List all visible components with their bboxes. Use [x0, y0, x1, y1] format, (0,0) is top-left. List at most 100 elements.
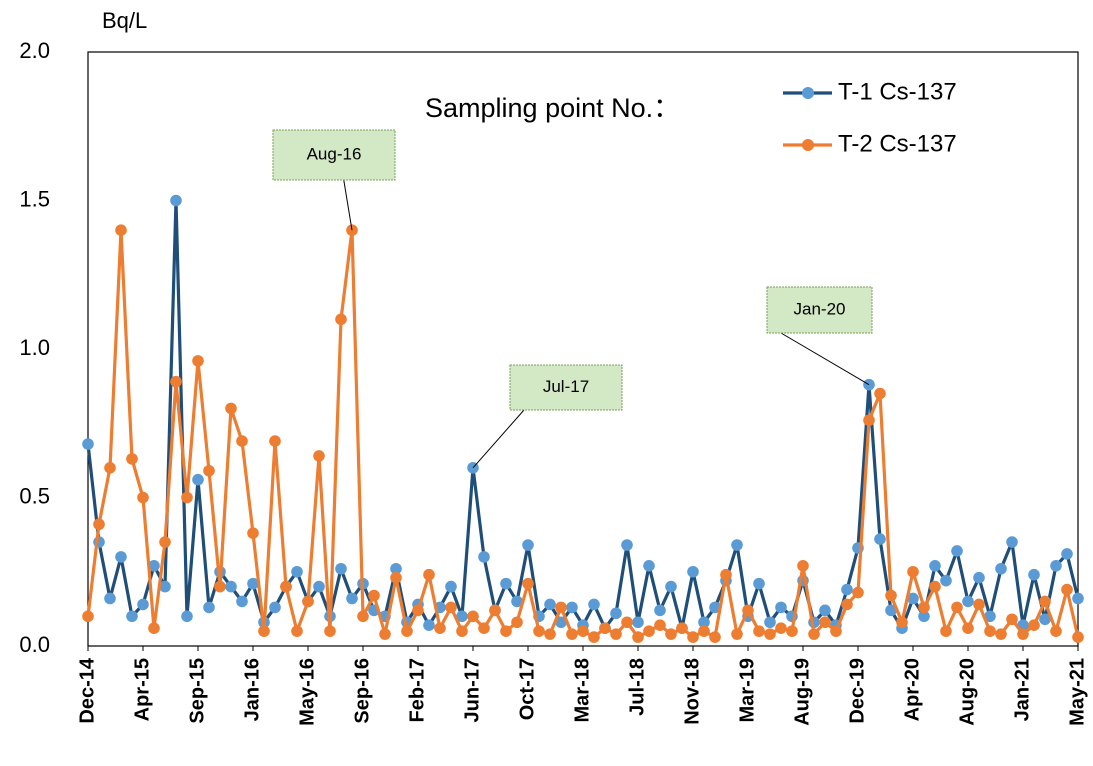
data-point: [918, 610, 930, 623]
y-axis-label: Bq/L: [102, 8, 147, 33]
data-point: [555, 616, 567, 629]
legend-marker: [802, 139, 814, 151]
data-point: [797, 560, 809, 572]
data-point: [203, 464, 215, 477]
data-point: [225, 580, 237, 593]
data-point: [291, 625, 303, 637]
x-tick-label: Aug-19: [791, 658, 813, 726]
callout-leader: [472, 409, 525, 469]
data-point: [709, 631, 721, 643]
data-point: [698, 625, 710, 637]
data-point: [643, 560, 655, 572]
data-point: [115, 224, 127, 236]
data-point: [940, 625, 952, 637]
data-point: [445, 601, 457, 614]
x-tick-label: Dec-19: [846, 658, 868, 724]
data-point: [874, 533, 886, 545]
data-point: [335, 562, 347, 575]
data-point: [511, 616, 523, 629]
callout: Jan-20: [766, 286, 873, 386]
data-point: [1039, 613, 1051, 626]
data-point: [522, 539, 534, 551]
callout-leader: [780, 332, 870, 386]
data-point: [984, 610, 996, 623]
data-point: [533, 625, 545, 637]
data-point: [478, 551, 490, 563]
data-point: [390, 571, 402, 584]
data-point: [379, 628, 391, 640]
data-point: [456, 610, 468, 623]
data-point: [753, 625, 765, 637]
x-tick-label: Aug-20: [956, 658, 978, 726]
legend-marker: [802, 87, 814, 99]
data-point: [918, 601, 930, 614]
data-point: [1072, 592, 1084, 605]
data-point: [775, 622, 787, 634]
data-point: [907, 565, 919, 578]
data-point: [621, 539, 633, 551]
data-point: [82, 438, 94, 450]
data-point: [423, 568, 435, 581]
data-point: [841, 598, 853, 611]
callout: Aug-16: [272, 129, 396, 231]
data-point: [929, 580, 941, 593]
data-point: [720, 568, 732, 581]
data-point: [764, 616, 776, 629]
data-point: [104, 462, 116, 474]
data-point: [907, 592, 919, 605]
callout-box: [509, 364, 623, 411]
data-point: [687, 631, 699, 643]
data-point: [522, 577, 534, 590]
data-point: [401, 625, 413, 637]
data-point: [126, 453, 138, 465]
data-point: [1028, 619, 1040, 632]
data-point: [170, 194, 182, 207]
data-point: [698, 616, 710, 629]
data-point: [555, 601, 567, 614]
data-point: [511, 595, 523, 608]
data-point: [687, 565, 699, 578]
legend-title: Sampling point No.：: [425, 93, 680, 123]
y-tick-label: 0.5: [19, 483, 50, 508]
data-point: [654, 604, 666, 617]
data-point: [819, 616, 831, 629]
callout-text: Jul-17: [543, 377, 589, 396]
data-point: [93, 518, 105, 531]
data-point: [225, 402, 237, 415]
data-point: [852, 586, 864, 599]
data-point: [181, 610, 193, 623]
data-point: [368, 589, 380, 602]
data-point: [709, 601, 721, 614]
data-point: [819, 604, 831, 617]
x-tick-label: Jan-16: [241, 658, 263, 721]
data-point: [841, 583, 853, 596]
data-point: [82, 610, 94, 623]
data-point: [588, 631, 600, 643]
x-tick-label: Apr-15: [131, 658, 153, 721]
data-point: [203, 601, 215, 614]
data-point: [544, 628, 556, 640]
data-point: [995, 628, 1007, 640]
data-point: [214, 580, 226, 593]
data-point: [632, 631, 644, 643]
x-tick-label: Jun-17: [461, 658, 483, 722]
data-point: [104, 592, 116, 605]
data-point: [577, 625, 589, 637]
data-point: [170, 375, 182, 388]
data-point: [313, 580, 325, 593]
data-point: [896, 616, 908, 629]
y-tick-label: 0.0: [19, 632, 50, 657]
data-point: [1061, 548, 1073, 560]
data-point: [126, 610, 138, 623]
x-tick-label: Nov-18: [681, 658, 703, 725]
data-point: [434, 622, 446, 634]
y-tick-label: 2.0: [19, 38, 50, 63]
data-point: [962, 622, 974, 634]
data-point: [291, 565, 303, 578]
data-point: [115, 551, 127, 563]
data-point: [137, 598, 149, 611]
data-point: [159, 580, 171, 593]
data-point: [566, 628, 578, 640]
data-point: [676, 622, 688, 634]
data-point: [665, 580, 677, 593]
